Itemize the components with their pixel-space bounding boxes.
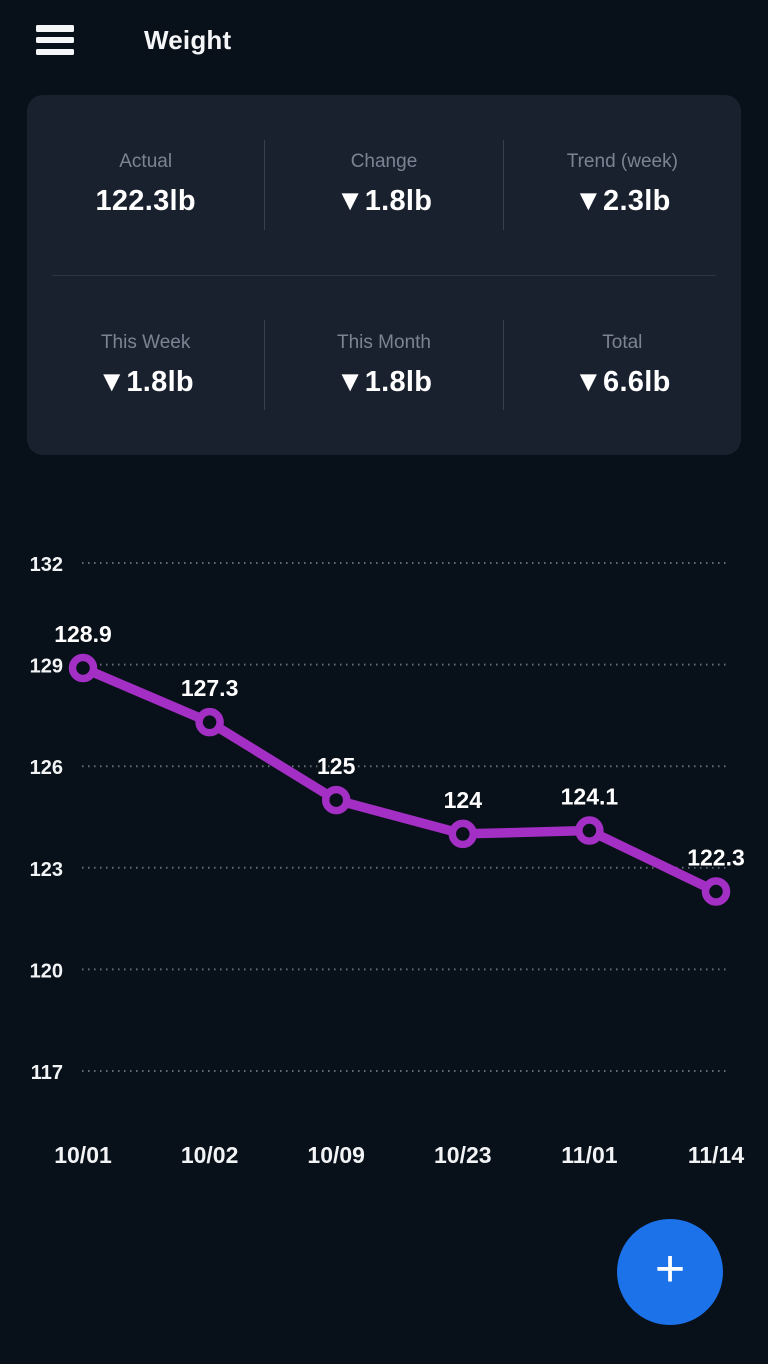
menu-button[interactable] — [36, 25, 74, 55]
stat-label: This Week — [100, 331, 191, 353]
page-title: Weight — [144, 24, 232, 55]
divider — [264, 320, 266, 411]
stats-row-top: Actual 122.3lb Change ▼1.8lb Trend (week… — [27, 95, 741, 275]
data-point-marker — [575, 816, 604, 845]
divider — [502, 139, 504, 230]
y-axis-tick: 117 — [31, 1062, 63, 1084]
divider — [52, 274, 716, 276]
hamburger-icon — [36, 25, 74, 32]
stats-card: Actual 122.3lb Change ▼1.8lb Trend (week… — [27, 95, 741, 455]
stat-value: ▼2.3lb — [574, 185, 671, 218]
stat-total: Total ▼6.6lb — [504, 276, 741, 456]
x-axis-tick: 10/23 — [434, 1142, 492, 1168]
data-point-marker — [195, 707, 224, 737]
y-axis-tick: 120 — [30, 960, 63, 982]
plus-icon: + — [654, 1240, 686, 1298]
data-point-label: 125 — [317, 753, 356, 779]
stat-value: ▼6.6lb — [574, 365, 671, 398]
data-point-marker — [701, 877, 731, 906]
x-axis-tick: 11/14 — [688, 1142, 744, 1168]
stat-value: ▼1.8lb — [335, 185, 433, 218]
stat-label: Actual — [119, 151, 173, 173]
stat-value: ▼1.8lb — [335, 365, 433, 398]
x-axis-tick: 10/02 — [181, 1142, 239, 1168]
x-axis-tick: 10/01 — [54, 1142, 112, 1168]
stat-label: Change — [350, 151, 418, 173]
weight-chart: 132 129 126 123 120 117 128.9 127.3 125 124 124.1 1… — [30, 554, 747, 1168]
divider — [502, 320, 504, 411]
data-point-marker — [448, 819, 478, 849]
stat-label: This Month — [337, 331, 431, 353]
data-point-marker — [68, 653, 98, 683]
data-point-label: 124 — [444, 787, 483, 813]
y-axis-tick: 132 — [30, 554, 63, 576]
x-axis-tick: 10/09 — [307, 1142, 365, 1168]
stat-label: Trend (week) — [566, 151, 678, 173]
app-header: Weight — [0, 0, 768, 80]
y-axis-tick: 129 — [30, 656, 63, 678]
stat-value: 122.3lb — [95, 185, 196, 218]
stat-actual: Actual 122.3lb — [27, 95, 264, 275]
divider — [264, 139, 266, 230]
stat-this-month: This Month ▼1.8lb — [265, 276, 502, 456]
y-axis-tick: 126 — [30, 757, 63, 779]
data-point-label: 127.3 — [181, 675, 239, 701]
weight-series-line — [78, 663, 721, 897]
data-point-marker — [321, 785, 351, 815]
add-entry-button[interactable]: + — [617, 1219, 723, 1325]
stats-row-bottom: This Week ▼1.8lb This Month ▼1.8lb Total… — [27, 276, 741, 456]
data-point-label: 128.9 — [54, 621, 112, 647]
stat-label: Total — [602, 331, 643, 353]
data-point-label: 122.3 — [687, 845, 745, 871]
data-point-label: 124.1 — [561, 784, 619, 810]
stat-value: ▼1.8lb — [97, 365, 194, 398]
stat-this-week: This Week ▼1.8lb — [27, 276, 264, 456]
stat-trend-week: Trend (week) ▼2.3lb — [504, 95, 741, 275]
stat-change: Change ▼1.8lb — [265, 95, 502, 275]
y-axis-tick: 123 — [30, 859, 63, 881]
x-axis-tick: 11/01 — [561, 1142, 617, 1168]
